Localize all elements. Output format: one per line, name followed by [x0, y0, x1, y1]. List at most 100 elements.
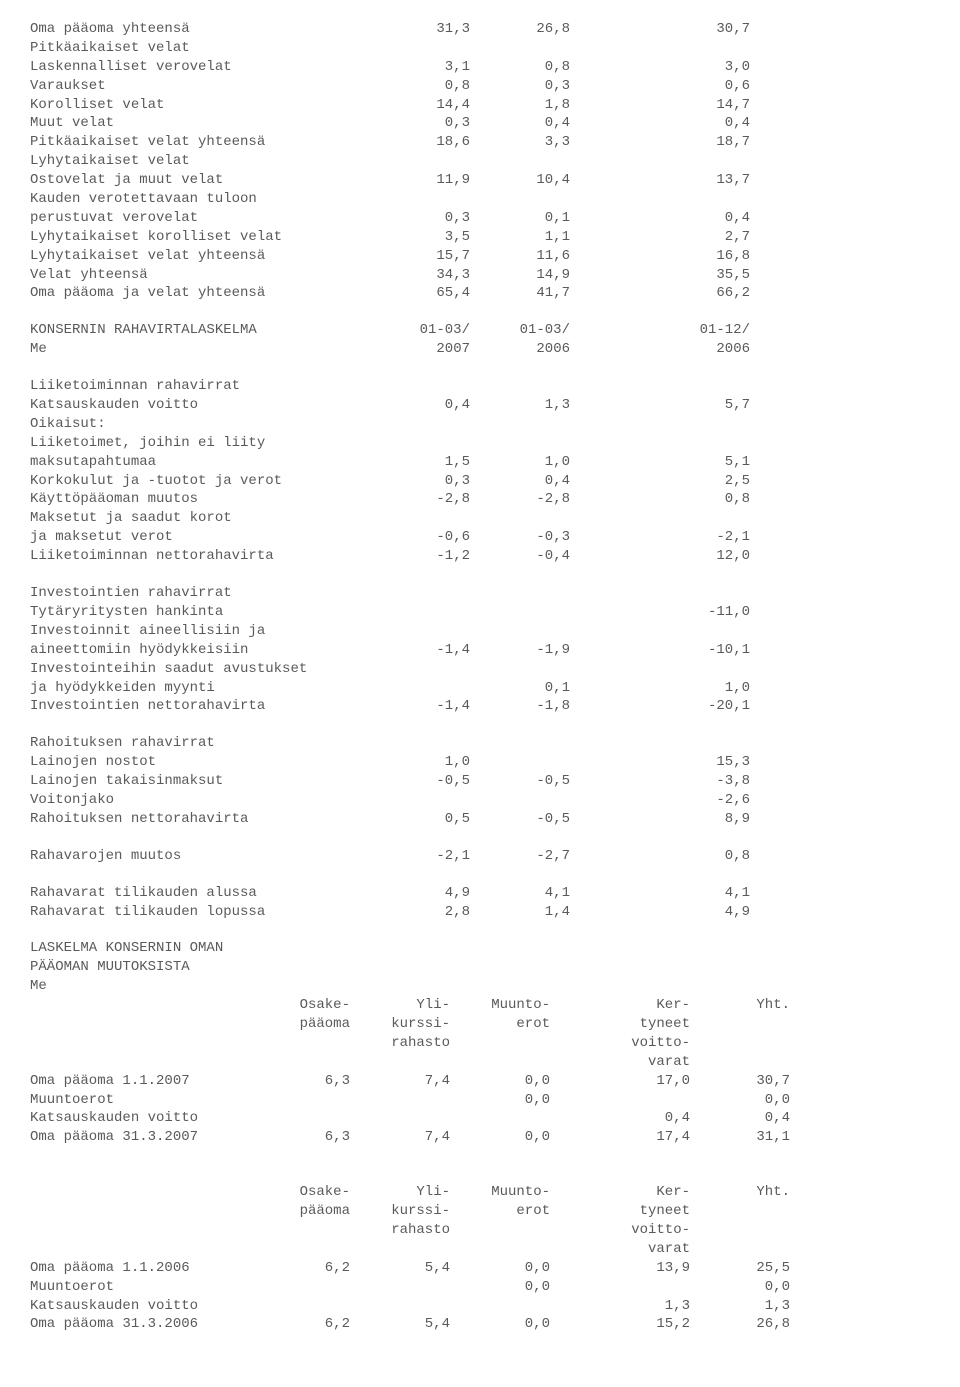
row-col-2: 14,9 [470, 266, 570, 285]
row-col-1 [370, 791, 470, 810]
row-col-2: 11,6 [470, 247, 570, 266]
data-row: Lyhytaikaiset velat [30, 152, 930, 171]
row-col-3: 2006 [570, 340, 750, 359]
equity-col-4: varat [550, 1053, 690, 1072]
equity-row-label: Katsauskauden voitto [30, 1297, 260, 1316]
row-col-1 [370, 660, 470, 679]
data-row: Lyhytaikaiset korolliset velat3,51,12,7 [30, 228, 930, 247]
row-col-2: -0,3 [470, 528, 570, 547]
data-row: Oma pääoma ja velat yhteensä65,441,766,2 [30, 284, 930, 303]
row-label: Ostovelat ja muut velat [30, 171, 370, 190]
data-row: Investointeihin saadut avustukset [30, 660, 930, 679]
row-col-3: 1,0 [570, 679, 750, 698]
row-label: Voitonjako [30, 791, 370, 810]
data-row: Investoinnit aineellisiin ja [30, 622, 930, 641]
row-label: Korolliset velat [30, 96, 370, 115]
equity-col-4: Ker- [550, 1183, 690, 1202]
equity-col-1: Osake- [260, 996, 350, 1015]
row-col-3: 13,7 [570, 171, 750, 190]
row-col-2: 26,8 [470, 20, 570, 39]
row-col-3 [570, 734, 750, 753]
data-row: Oma pääoma yhteensä31,326,830,7 [30, 20, 930, 39]
equity-col-1: Osake- [260, 1183, 350, 1202]
data-row: Rahoituksen rahavirrat [30, 734, 930, 753]
row-label: Investointien nettorahavirta [30, 697, 370, 716]
equity-col-1 [260, 1091, 350, 1110]
row-label: Rahavarat tilikauden alussa [30, 884, 370, 903]
equity-col-5: 0,4 [690, 1109, 790, 1128]
equity-col-3 [450, 1053, 550, 1072]
row-col-1: 1,5 [370, 453, 470, 472]
row-col-3: 15,3 [570, 753, 750, 772]
equity-col-3 [450, 1034, 550, 1053]
equity-row-label: Oma pääoma 31.3.2006 [30, 1315, 260, 1334]
equity-col-4: voitto- [550, 1221, 690, 1240]
equity-row-label [30, 1183, 260, 1202]
equity-row-label: Muuntoerot [30, 1278, 260, 1297]
row-col-2 [470, 434, 570, 453]
row-col-1: -0,6 [370, 528, 470, 547]
row-col-2 [470, 190, 570, 209]
equity-col-3: 0,0 [450, 1315, 550, 1334]
row-col-3 [570, 622, 750, 641]
equity-col-3: Muunto- [450, 1183, 550, 1202]
row-col-3: -3,8 [570, 772, 750, 791]
row-label: Investointeihin saadut avustukset [30, 660, 370, 679]
equity-row-label [30, 1240, 260, 1259]
data-row: Varaukset0,80,30,6 [30, 77, 930, 96]
equity-row: Osake-Yli-Muunto-Ker-Yht. [30, 996, 930, 1015]
row-col-3: -2,6 [570, 791, 750, 810]
equity-col-5: Yht. [690, 996, 790, 1015]
row-col-2: 1,4 [470, 903, 570, 922]
data-row: Lainojen nostot1,015,3 [30, 753, 930, 772]
equity-col-2 [350, 1091, 450, 1110]
row-col-3: 01-12/ [570, 321, 750, 340]
data-row: Rahavarojen muutos-2,1-2,70,8 [30, 847, 930, 866]
row-col-1: 14,4 [370, 96, 470, 115]
row-col-1: 18,6 [370, 133, 470, 152]
row-col-3: 16,8 [570, 247, 750, 266]
equity-row-label: Oma pääoma 1.1.2006 [30, 1259, 260, 1278]
equity-col-1: 6,2 [260, 1315, 350, 1334]
row-col-3: 2,7 [570, 228, 750, 247]
row-label: Varaukset [30, 77, 370, 96]
row-col-2: 0,1 [470, 209, 570, 228]
data-row: Kauden verotettavaan tuloon [30, 190, 930, 209]
row-col-2: 1,8 [470, 96, 570, 115]
data-row: ja hyödykkeiden myynti0,11,0 [30, 679, 930, 698]
equity-row-label: Oma pääoma 31.3.2007 [30, 1128, 260, 1147]
row-col-2: 0,3 [470, 77, 570, 96]
equity-row-label [30, 1034, 260, 1053]
equity-col-5: 30,7 [690, 1072, 790, 1091]
equity-table-2006: Oma pääoma 1.1.20066,25,40,013,925,5Muun… [30, 1259, 930, 1335]
row-label: Tytäryritysten hankinta [30, 603, 370, 622]
row-label: Liiketoiminnan nettorahavirta [30, 547, 370, 566]
data-row: Katsauskauden voitto0,41,35,7 [30, 396, 930, 415]
row-col-3 [570, 509, 750, 528]
row-label: Oma pääoma yhteensä [30, 20, 370, 39]
row-col-3: 4,9 [570, 903, 750, 922]
equity-row-label [30, 1221, 260, 1240]
equity-table-2007: Oma pääoma 1.1.20076,37,40,017,030,7Muun… [30, 1072, 930, 1148]
equity-col-5: 25,5 [690, 1259, 790, 1278]
row-col-3 [570, 415, 750, 434]
equity-row: Katsauskauden voitto0,40,4 [30, 1109, 930, 1128]
equity-col-4: varat [550, 1240, 690, 1259]
row-label: Me [30, 340, 370, 359]
equity-row: varat [30, 1240, 930, 1259]
row-col-1: -1,2 [370, 547, 470, 566]
equity-row: Osake-Yli-Muunto-Ker-Yht. [30, 1183, 930, 1202]
row-col-2 [470, 622, 570, 641]
row-label: ja hyödykkeiden myynti [30, 679, 370, 698]
equity-col-3: erot [450, 1015, 550, 1034]
equity-col-2: kurssi- [350, 1015, 450, 1034]
equity-col-4: voitto- [550, 1034, 690, 1053]
row-col-3 [570, 39, 750, 58]
row-col-3: 0,6 [570, 77, 750, 96]
row-col-2: 0,4 [470, 114, 570, 133]
row-col-1: 0,5 [370, 810, 470, 829]
row-col-3: 12,0 [570, 547, 750, 566]
equity-title-2: PÄÄOMAN MUUTOKSISTA [30, 958, 930, 977]
row-col-1 [370, 434, 470, 453]
row-col-2 [470, 753, 570, 772]
